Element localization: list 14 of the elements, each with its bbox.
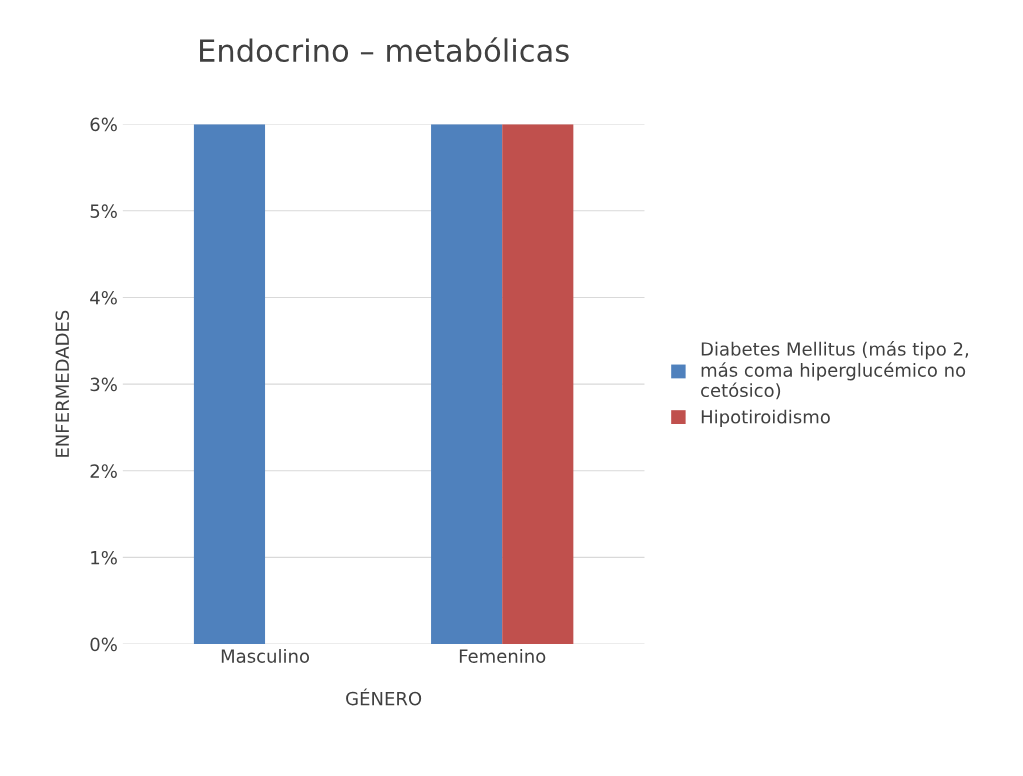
x-axis-title: GÉNERO bbox=[346, 688, 422, 706]
x-tick-label: Masculino bbox=[221, 648, 310, 663]
legend-label: Diabetes Mellitus (más tipo 2, más coma hiperglucémico no cetósico) bbox=[701, 341, 968, 400]
y-tick-label: 2% bbox=[90, 464, 117, 478]
y-tick-label: 5% bbox=[90, 204, 117, 218]
x-tick-label: Femenino bbox=[459, 648, 546, 663]
chart-title: Endocrino – metabólicas bbox=[200, 37, 569, 63]
y-tick-label: 4% bbox=[90, 290, 117, 305]
y-tick-label: 3% bbox=[90, 377, 117, 392]
y-axis-title: ENFERMEDADES bbox=[55, 310, 70, 457]
legend-label: Hipotiroidismo bbox=[701, 409, 830, 428]
y-tick-label: 1% bbox=[91, 550, 117, 565]
y-tick-label: 6% bbox=[90, 117, 117, 132]
y-tick-label: 0% bbox=[90, 637, 117, 652]
